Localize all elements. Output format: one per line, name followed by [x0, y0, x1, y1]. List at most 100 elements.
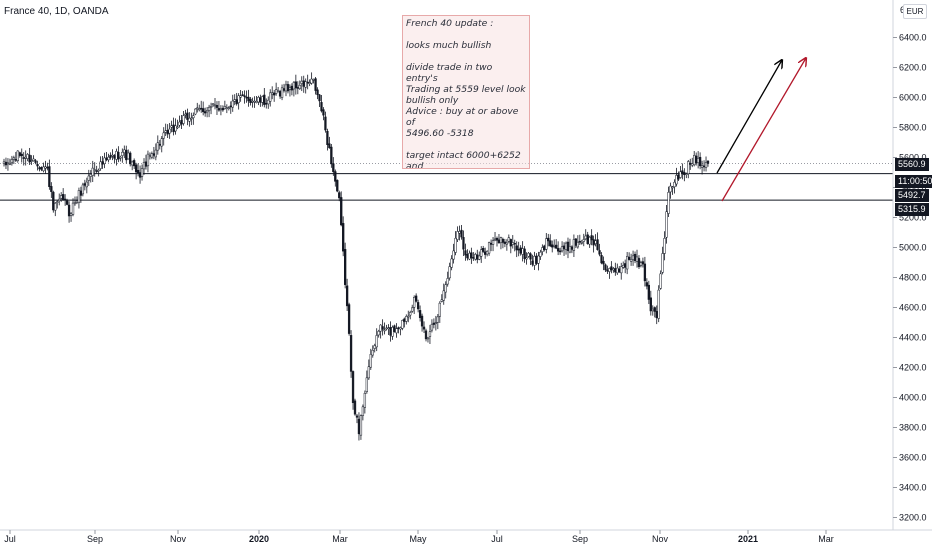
candle [651, 305, 654, 316]
candle-body [507, 237, 510, 242]
candle [125, 145, 128, 164]
candle [606, 265, 609, 275]
candle-body [661, 253, 664, 273]
candle [403, 317, 406, 328]
candle [4, 157, 8, 170]
candle-body [464, 250, 467, 256]
candle-body [586, 234, 589, 245]
symbol-title[interactable]: France 40, 1D, OANDA [4, 6, 109, 17]
candle-body [196, 107, 199, 110]
candle-body [553, 245, 556, 247]
candle-body [105, 157, 108, 161]
candle [594, 234, 597, 247]
candle [612, 266, 615, 273]
candle-body [693, 155, 696, 166]
candle [105, 152, 108, 162]
candle-body [342, 223, 345, 252]
candle [231, 94, 234, 112]
candle [478, 251, 481, 261]
candle [81, 182, 85, 197]
candle-body [663, 238, 666, 254]
candle-body [355, 415, 359, 418]
candle [592, 235, 595, 253]
candle-body [456, 231, 459, 240]
candle-body [442, 290, 445, 301]
candle-body [65, 200, 69, 205]
candle [168, 122, 171, 139]
candle-body [162, 132, 165, 139]
price-tick-label: 6 [900, 5, 905, 15]
candle-body [600, 255, 603, 264]
candle [535, 253, 538, 266]
candle-body [560, 246, 564, 252]
candle-body [259, 97, 262, 103]
candle [95, 165, 98, 174]
candle-body [413, 296, 416, 308]
candle [503, 238, 507, 248]
candle [300, 76, 303, 92]
candle [614, 262, 617, 276]
candle-body [618, 268, 621, 273]
candle [113, 154, 116, 164]
candle-body [620, 266, 623, 274]
candle [566, 237, 570, 259]
candle-body [525, 257, 528, 260]
annotation-note[interactable]: French 40 update : looks much bullish di… [402, 15, 530, 169]
candle-body [140, 168, 144, 177]
candle-body [109, 155, 112, 158]
candle [693, 151, 696, 167]
candle-body [359, 415, 363, 436]
candle [138, 165, 142, 184]
candle-body [503, 241, 507, 244]
candle [308, 79, 311, 87]
candle [280, 84, 284, 101]
candle [373, 343, 376, 353]
price-tick-label: 5600.0 [899, 153, 927, 163]
candle [499, 236, 503, 250]
candle-body [312, 79, 315, 81]
candle [342, 216, 345, 257]
candle [377, 329, 380, 338]
candle [324, 111, 327, 133]
candle [381, 319, 384, 336]
candle-body [34, 160, 37, 163]
candle [574, 238, 578, 248]
candle [590, 229, 593, 246]
currency-button[interactable]: EUR [903, 4, 927, 19]
candle [87, 169, 90, 186]
candle-body [44, 166, 47, 169]
price-tick-label: 3400.0 [899, 483, 927, 493]
candle [253, 96, 256, 108]
candle-body [243, 95, 246, 98]
candle [251, 97, 254, 108]
candle-body [215, 105, 219, 108]
candle [296, 81, 299, 95]
candle-body [138, 172, 142, 178]
candle [101, 155, 104, 169]
candle-body [689, 162, 692, 165]
candle-body [426, 337, 430, 340]
candle [620, 262, 623, 280]
candle-body [50, 186, 53, 192]
candle-body [377, 331, 380, 336]
candle-body [523, 248, 526, 259]
candle [200, 100, 203, 113]
candle [673, 179, 676, 194]
candle-body [172, 124, 175, 133]
candle [188, 112, 191, 127]
candle-body [675, 175, 678, 185]
candle-body [669, 185, 672, 193]
candle [359, 414, 363, 440]
bullish-arrow-black [716, 60, 782, 174]
candle-body [700, 165, 704, 168]
candle [261, 95, 264, 107]
candle-body [58, 198, 61, 202]
candle [409, 310, 412, 320]
candle-body [24, 156, 27, 159]
candle-body [168, 128, 171, 134]
candle-body [296, 87, 299, 89]
candle-body [282, 88, 286, 91]
candle [322, 107, 325, 121]
